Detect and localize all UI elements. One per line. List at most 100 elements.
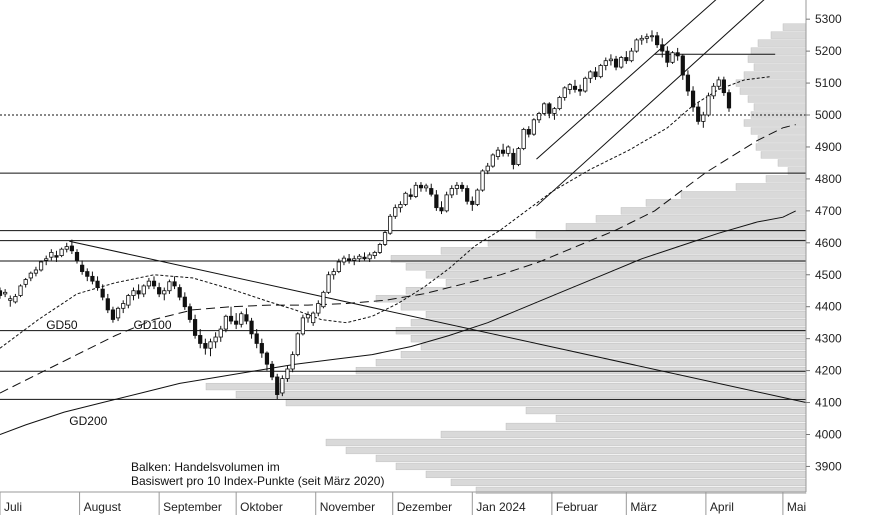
candle (28, 271, 33, 282)
candle-body (182, 296, 187, 308)
volume-bar (400, 351, 807, 359)
volume-bar (739, 87, 807, 95)
volume-bar (750, 47, 807, 55)
candle-body (0, 290, 3, 296)
x-axis: Juli August September Oktober November Dezemb… (0, 491, 806, 515)
candle (259, 338, 264, 358)
candle (690, 86, 696, 112)
candle-body (264, 352, 270, 365)
candle-body (80, 264, 85, 272)
candle-body (531, 119, 537, 135)
candle (3, 289, 8, 298)
candle-body (305, 314, 311, 319)
candle (572, 79, 578, 93)
volume-profile (205, 23, 807, 494)
candle (300, 314, 305, 336)
candle-body (208, 341, 213, 349)
candle-body (552, 108, 557, 114)
candle-body (285, 368, 290, 379)
candle-body (382, 232, 388, 245)
candle-body (655, 35, 660, 46)
candle-body (49, 251, 54, 258)
volume-bar (405, 263, 807, 271)
candle (311, 311, 316, 326)
candle-body (59, 248, 64, 256)
candle (167, 279, 172, 294)
candle-body (557, 97, 562, 110)
candle-body (459, 184, 465, 189)
candle-body (696, 106, 701, 122)
candle-body (680, 55, 685, 76)
candle-body (613, 58, 619, 68)
candle-body (346, 258, 352, 261)
candle (696, 102, 701, 125)
candle-body (90, 275, 95, 282)
candle (341, 255, 347, 266)
candle-body (105, 298, 110, 311)
candle (346, 253, 352, 264)
candle (418, 182, 424, 192)
volume-bar (285, 398, 807, 407)
candle (49, 249, 54, 261)
trendline (536, 0, 717, 160)
candle (203, 338, 208, 355)
candle (80, 260, 85, 275)
candle (234, 313, 239, 330)
candle (0, 287, 3, 299)
candle (480, 169, 485, 192)
candle-body (685, 74, 691, 92)
volume-bar (770, 31, 807, 39)
candle-body (562, 87, 567, 98)
candle (115, 306, 121, 322)
candle-body (64, 246, 69, 250)
volume-bar (425, 470, 807, 479)
candle-body (121, 303, 126, 309)
candle-body (234, 320, 239, 325)
candle (151, 276, 157, 290)
y-tick-label: 5000 (815, 108, 842, 122)
y-tick-label: 4400 (815, 300, 842, 314)
candle-body (259, 343, 264, 354)
candle (665, 46, 670, 68)
candle-body (480, 170, 485, 191)
volume-bar (753, 103, 807, 111)
y-tick-label: 4900 (815, 140, 842, 154)
candle (38, 260, 44, 272)
candle-body (619, 57, 624, 68)
y-tick-label: 4800 (815, 172, 842, 186)
candle-body (701, 114, 706, 122)
moving-average-line (0, 124, 796, 394)
candle (629, 47, 634, 63)
candle (593, 67, 598, 80)
candle-body (644, 36, 649, 39)
candle (18, 284, 23, 298)
candle-body (254, 333, 259, 344)
candle-body (126, 295, 131, 306)
x-tick-label: Oktober (240, 500, 283, 514)
candle-body (321, 291, 326, 308)
volume-bar (505, 422, 807, 431)
candle-body (280, 378, 285, 394)
candle (228, 306, 234, 325)
candle (8, 295, 13, 307)
candle (706, 92, 711, 117)
y-tick-label: 4600 (815, 236, 842, 250)
x-tick-label: Juli (4, 500, 22, 514)
volume-bar (777, 159, 807, 167)
y-tick-label: 3900 (815, 459, 842, 473)
candle-body (716, 79, 721, 87)
candle-body (341, 257, 347, 263)
candle (475, 188, 480, 207)
candle (567, 83, 572, 95)
candle (516, 146, 521, 167)
candle (429, 183, 434, 197)
candle (649, 30, 655, 42)
candle-body (249, 320, 254, 335)
candle (275, 373, 280, 400)
candle (141, 284, 146, 298)
candle-body (475, 189, 480, 205)
candle (285, 365, 290, 382)
candle (326, 271, 331, 294)
moving-average-line (0, 210, 796, 435)
candle-body (218, 328, 223, 338)
